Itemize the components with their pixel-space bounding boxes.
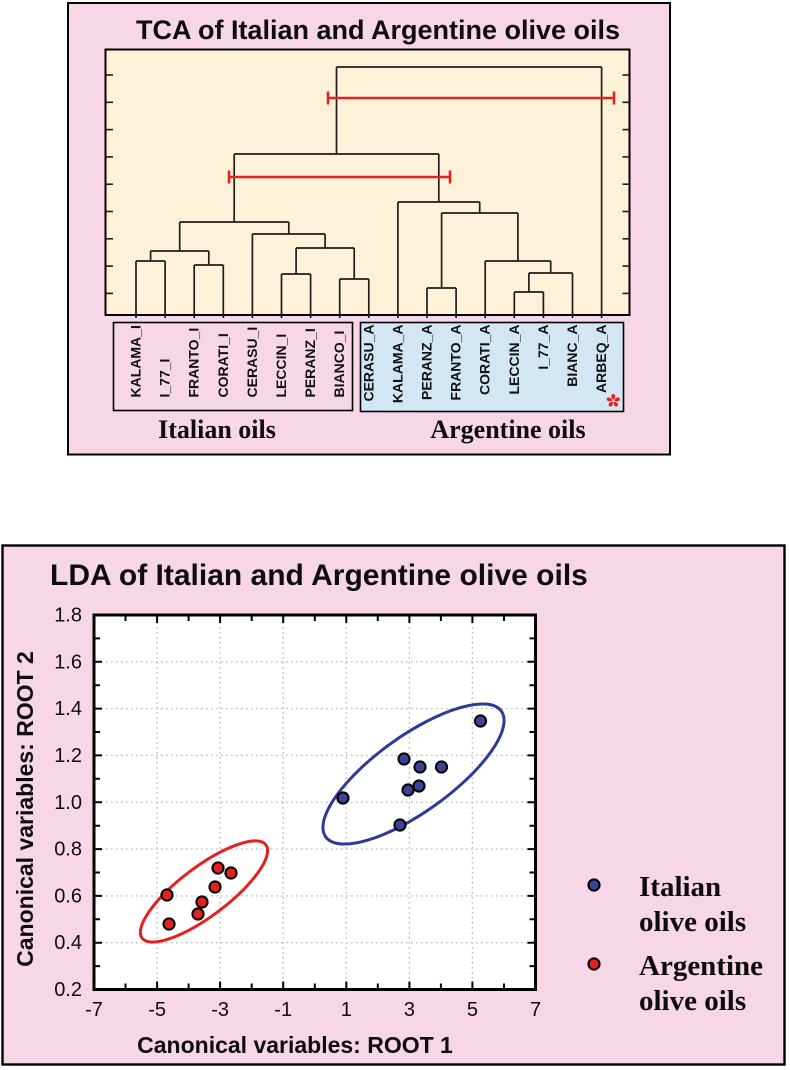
svg-text:0.2: 0.2 [54,979,82,1001]
svg-text:1.4: 1.4 [54,698,82,720]
svg-text:Italian: Italian [639,871,721,903]
svg-text:I_77_A: I_77_A [535,325,551,370]
svg-text:-1: -1 [274,999,292,1021]
svg-text:FRANTO_I: FRANTO_I [186,328,202,398]
svg-text:7: 7 [530,999,541,1021]
svg-text:CORATI_A: CORATI_A [477,325,493,396]
svg-text:ARBEQ_A: ARBEQ_A [593,325,609,393]
svg-text:1.0: 1.0 [54,792,82,814]
svg-text:olive oils: olive oils [639,906,746,938]
svg-text:TCA of Italian and Argentine o: TCA of Italian and Argentine olive oils [136,15,620,45]
svg-text:LDA of Italian and Argentine o: LDA of Italian and Argentine olive oils [50,559,588,592]
svg-text:KALAMA_I: KALAMA_I [128,325,144,397]
svg-text:1.6: 1.6 [54,651,82,673]
svg-text:I_77_I: I_77_I [157,359,173,398]
svg-text:CORATI_I: CORATI_I [215,333,231,397]
svg-text:olive oils: olive oils [639,985,746,1017]
svg-text:PERANZ_A: PERANZ_A [419,325,435,400]
svg-text:BIANC_A: BIANC_A [564,325,580,387]
svg-text:Italian oils: Italian oils [158,415,276,444]
svg-text:Canonical variables: ROOT 2: Canonical variables: ROOT 2 [12,651,38,967]
svg-text:-5: -5 [148,999,166,1021]
svg-text:0.8: 0.8 [54,839,82,861]
svg-text:1: 1 [341,999,352,1021]
svg-text:KALAMA_A: KALAMA_A [389,325,405,404]
svg-text:CERASU_A: CERASU_A [360,325,376,402]
svg-text:LECCIN_A: LECCIN_A [506,325,522,395]
svg-text:0.6: 0.6 [54,885,82,907]
svg-text:BIANCO_I: BIANCO_I [331,331,347,398]
svg-text:LECCIN_I: LECCIN_I [273,334,289,398]
svg-text:CERASU_I: CERASU_I [244,327,260,398]
svg-text:Canonical variables: ROOT 1: Canonical variables: ROOT 1 [137,1032,453,1058]
svg-text:5: 5 [467,999,478,1021]
svg-text:1.2: 1.2 [54,745,82,767]
svg-text:-7: -7 [85,999,103,1021]
svg-text:1.8: 1.8 [54,605,82,627]
svg-text:FRANTO_A: FRANTO_A [448,325,464,401]
svg-text:3: 3 [404,999,415,1021]
svg-text:Argentine: Argentine [639,950,763,982]
svg-text:Argentine oils: Argentine oils [430,415,585,444]
svg-text:0.4: 0.4 [54,932,82,954]
svg-text:-3: -3 [211,999,229,1021]
svg-text:PERANZ_I: PERANZ_I [302,328,318,397]
